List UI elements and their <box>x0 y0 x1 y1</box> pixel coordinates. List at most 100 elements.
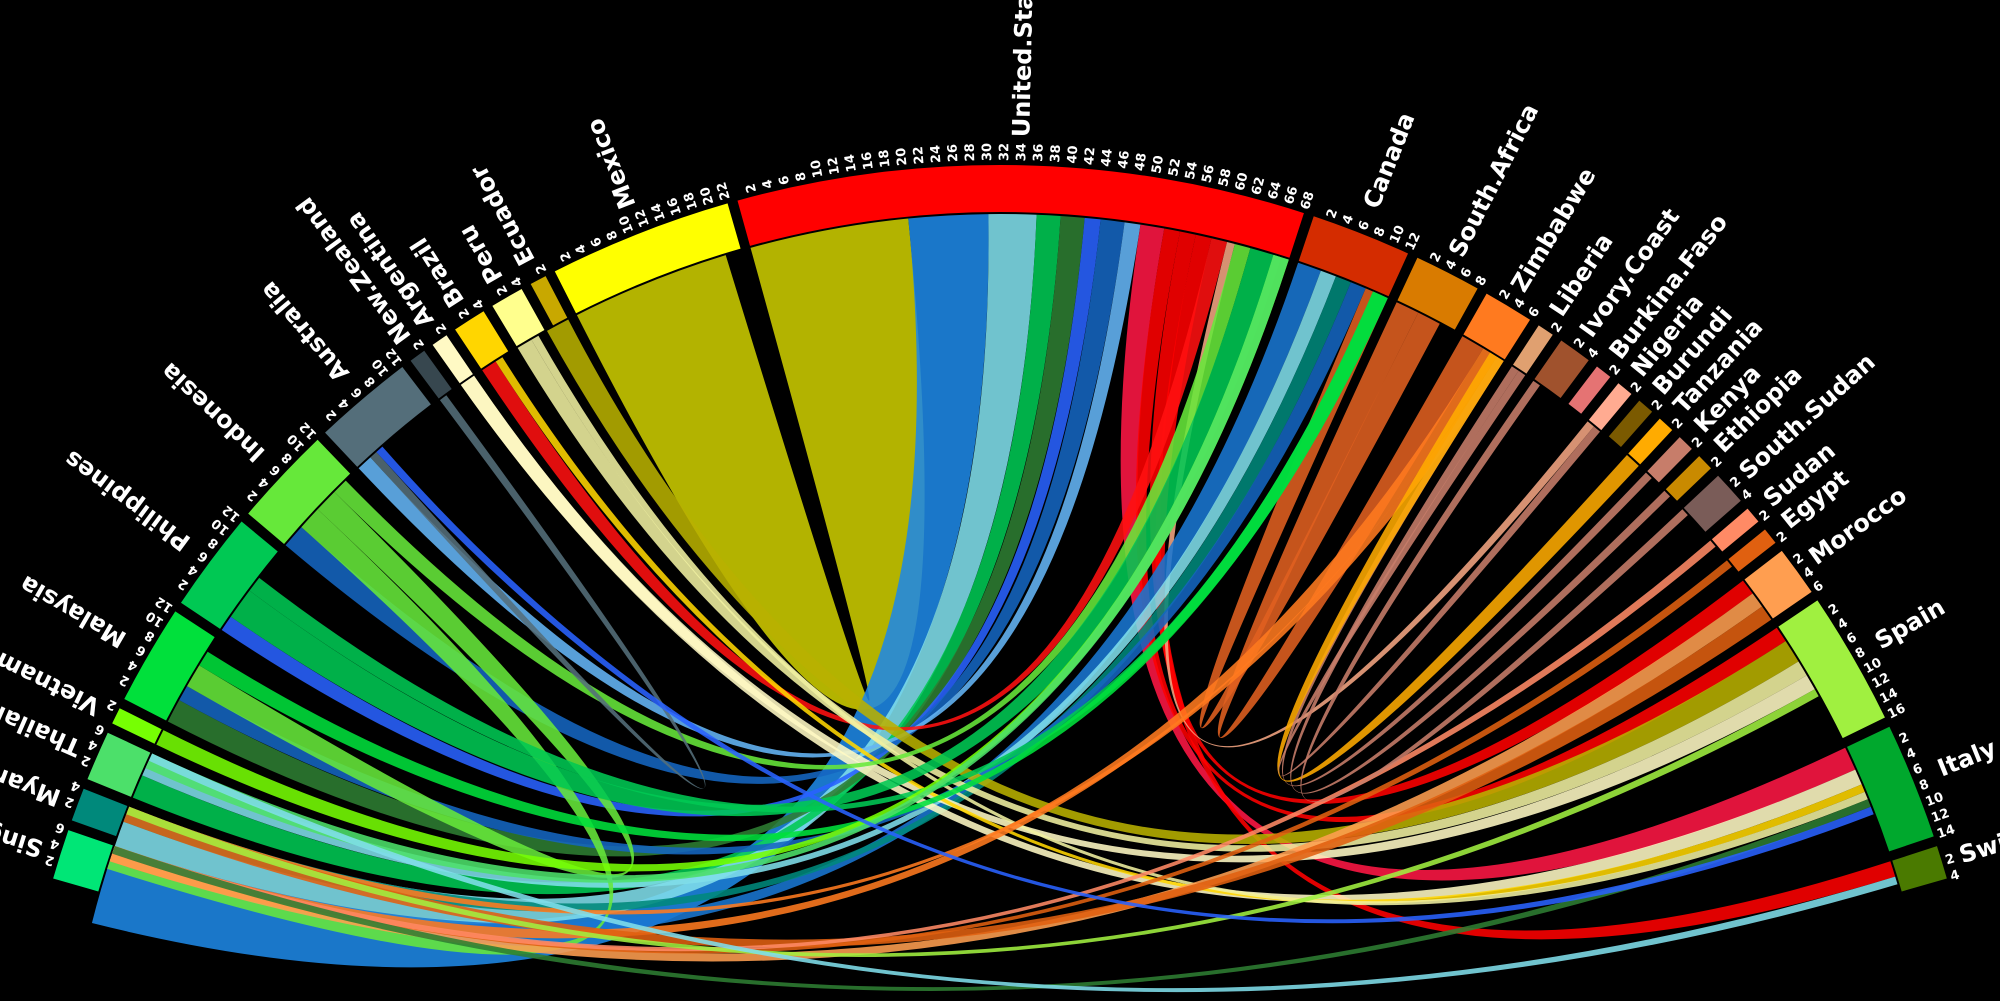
chord-ticks: 2462424622468101224681012246810122468101… <box>43 143 1961 885</box>
tick-label: 2 <box>43 851 56 868</box>
tick-label: 6 <box>588 235 605 249</box>
tick-label: 54 <box>1183 160 1201 181</box>
sector-ivory-coast <box>1534 340 1589 398</box>
sector-liberia <box>1512 325 1553 374</box>
tick-label: 16 <box>860 151 877 171</box>
tick-label: 26 <box>946 144 962 163</box>
sector-united-states <box>737 165 1304 258</box>
sector-label-philippines: Philippines <box>59 445 196 557</box>
tick-label: 46 <box>1116 150 1133 170</box>
tick-label: 2 <box>743 182 760 195</box>
tick-label: 10 <box>1387 223 1408 246</box>
tick-label: 16 <box>1885 701 1908 722</box>
tick-label: 2 <box>1428 250 1445 265</box>
tick-label: 66 <box>1282 185 1302 207</box>
tick-label: 2 <box>1791 551 1807 568</box>
tick-label: 6 <box>195 548 211 565</box>
sector-myanmar <box>71 788 128 837</box>
sector-italy <box>1846 726 1934 852</box>
link-canada-to-thailand <box>142 270 1336 888</box>
sector-south-africa <box>1397 257 1478 330</box>
tick-label: 58 <box>1216 167 1235 188</box>
tick-label: 8 <box>206 534 222 551</box>
link-united-states-to-myanmar <box>112 213 1037 924</box>
tick-label: 2 <box>1826 601 1842 619</box>
sector-south-sudan <box>1683 475 1741 532</box>
tick-label: 10 <box>808 159 826 180</box>
sector-label-italy: Italy <box>1934 734 2000 783</box>
tick-label: 38 <box>1048 144 1064 163</box>
tick-label: 2 <box>1628 379 1645 396</box>
tick-label: 6 <box>1911 761 1925 778</box>
tick-label: 12 <box>1403 230 1424 253</box>
tick-label: 14 <box>842 153 860 173</box>
link-mexico-to-united-states <box>576 218 925 710</box>
tick-label: 4 <box>760 178 777 190</box>
sector-tanzania <box>1628 418 1673 465</box>
tick-label: 60 <box>1233 171 1252 192</box>
tick-label: 4 <box>69 777 83 794</box>
sector-label-united-states: United.States <box>1007 0 1039 138</box>
tick-label: 24 <box>928 144 944 163</box>
sector-australia <box>325 367 431 467</box>
sector-new-zealand <box>410 350 452 399</box>
sector-sudan <box>1711 508 1759 552</box>
tick-label: 68 <box>1298 190 1318 212</box>
sector-argentina <box>432 335 473 384</box>
tick-label: 6 <box>777 174 794 186</box>
tick-label: 4 <box>336 395 353 412</box>
sector-ethiopia <box>1665 456 1711 501</box>
tick-label: 8 <box>604 228 621 242</box>
tick-label: 50 <box>1149 154 1167 174</box>
tick-label: 14 <box>1878 686 1901 708</box>
link-united-states-to-singapore <box>91 214 989 968</box>
sector-indonesia <box>248 439 351 544</box>
tick-label: 2 <box>1944 851 1957 868</box>
tick-label: 48 <box>1133 152 1150 172</box>
sector-malaysia <box>124 611 215 721</box>
tick-label: 8 <box>793 171 810 183</box>
tick-label: 8 <box>142 627 158 645</box>
tick-label: 6 <box>1844 630 1859 648</box>
tick-label: 6 <box>1356 219 1373 233</box>
tick-label: 20 <box>894 147 911 166</box>
tick-label: 10 <box>617 213 638 235</box>
link-indonesia-to-malaysia <box>187 491 635 878</box>
tick-label: 30 <box>980 143 995 161</box>
chord-links <box>91 213 1898 993</box>
tick-label: 4 <box>470 296 488 312</box>
tick-label: 20 <box>698 185 718 207</box>
tick-label: 8 <box>279 449 296 466</box>
tick-label: 6 <box>93 720 108 737</box>
tick-label: 62 <box>1249 175 1268 196</box>
sector-nigeria <box>1588 383 1632 431</box>
tick-label: 2 <box>533 261 550 276</box>
tick-label: 2 <box>1774 529 1790 546</box>
tick-label: 2 <box>1669 415 1686 432</box>
tick-label: 56 <box>1200 164 1218 185</box>
tick-label: 12 <box>633 207 653 229</box>
tick-label: 2 <box>1757 507 1774 524</box>
tick-label: 4 <box>1949 868 1962 885</box>
tick-label: 2 <box>411 336 428 352</box>
link-united-states-to-thailand <box>132 214 1061 895</box>
sector-spain <box>1778 600 1885 739</box>
sector-mexico <box>554 203 741 314</box>
tick-label: 12 <box>825 156 843 176</box>
tick-label: 18 <box>681 190 701 212</box>
tick-label: 2 <box>1709 454 1726 471</box>
tick-label: 32 <box>997 143 1012 161</box>
tick-label: 2 <box>79 752 93 769</box>
sector-zimbabwe <box>1463 293 1531 360</box>
link-canada-to-malaysia <box>179 282 1366 855</box>
tick-label: 2 <box>433 320 450 336</box>
tick-label: 22 <box>911 146 927 165</box>
sector-label-mexico: Mexico <box>581 114 642 212</box>
tick-label: 2 <box>323 406 340 423</box>
tick-label: 18 <box>877 149 894 169</box>
tick-label: 34 <box>1014 143 1029 161</box>
tick-label: 64 <box>1265 180 1284 202</box>
sector-label-australia: Australia <box>254 276 354 387</box>
tick-label: 2 <box>1897 730 1911 747</box>
sector-vietnam <box>112 708 162 744</box>
